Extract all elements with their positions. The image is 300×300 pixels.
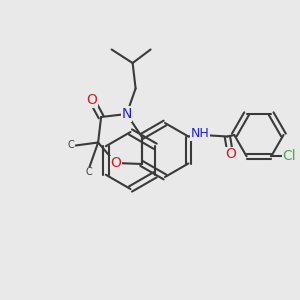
- Text: C: C: [86, 167, 92, 178]
- Text: NH: NH: [191, 127, 210, 140]
- Text: O: O: [87, 94, 98, 107]
- Text: C: C: [68, 140, 74, 151]
- Text: O: O: [225, 148, 236, 161]
- Text: O: O: [111, 157, 122, 170]
- Text: N: N: [122, 107, 132, 121]
- Text: Cl: Cl: [282, 149, 296, 163]
